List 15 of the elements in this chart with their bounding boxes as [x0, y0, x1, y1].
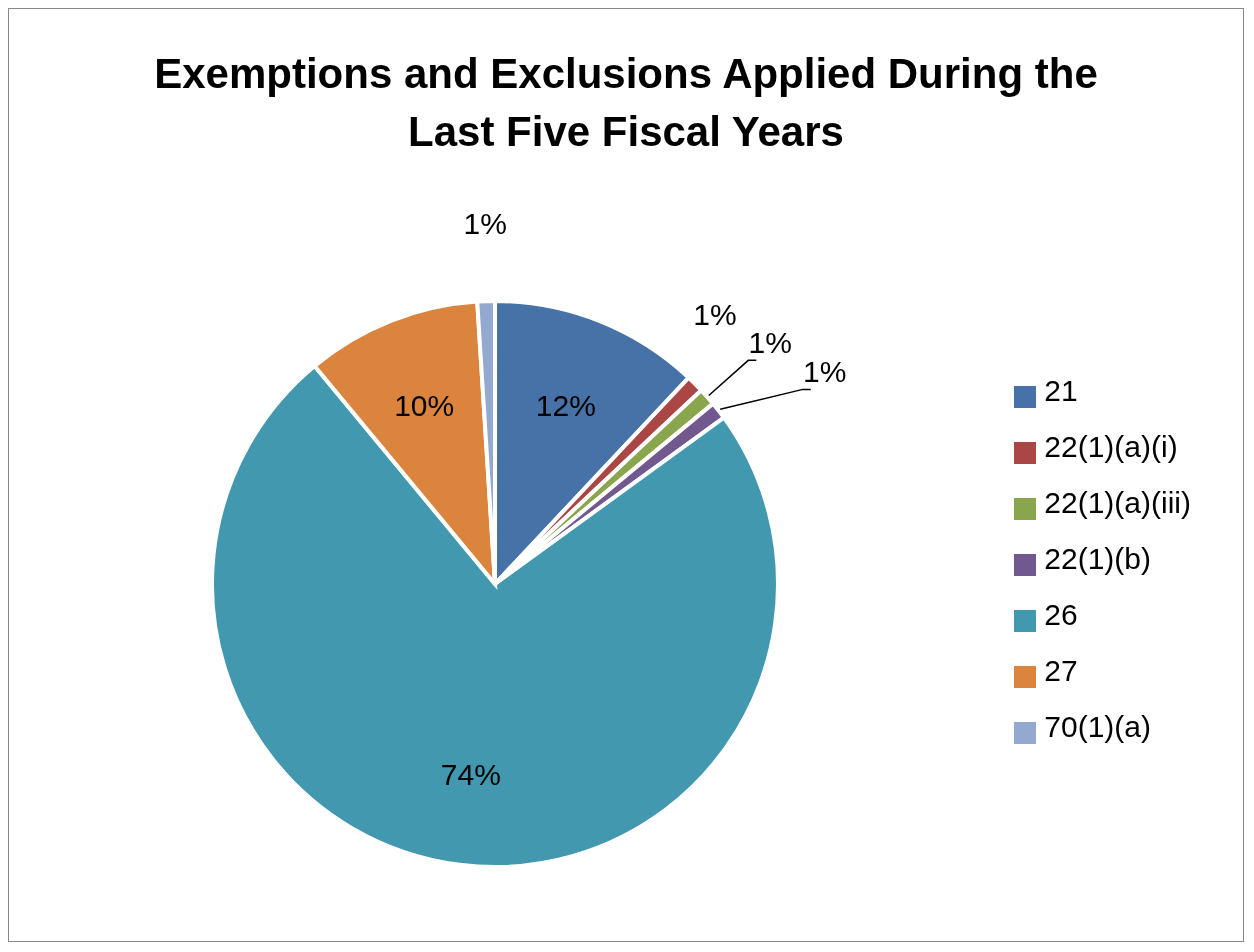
data-label: 1%	[748, 325, 792, 359]
legend-label: 21	[1044, 374, 1078, 407]
legend-label: 27	[1044, 654, 1078, 687]
data-label: 10%	[394, 388, 455, 422]
data-label: 12%	[535, 388, 596, 422]
data-label: 1%	[693, 297, 737, 331]
legend-label: 22(1)(a)(i)	[1044, 430, 1178, 463]
data-label: 1%	[463, 206, 507, 240]
legend-label: 26	[1044, 598, 1078, 631]
data-label: 74%	[440, 758, 501, 792]
legend-label: 70(1)(a)	[1044, 710, 1152, 743]
data-label: 1%	[803, 354, 847, 388]
legend-label: 22(1)(b)	[1044, 542, 1152, 575]
chart-title: Exemptions and Exclusions Applied During the Last Five Fiscal Years	[153, 49, 1099, 157]
legend-label: 22(1)(a)(iii)	[1044, 486, 1191, 519]
